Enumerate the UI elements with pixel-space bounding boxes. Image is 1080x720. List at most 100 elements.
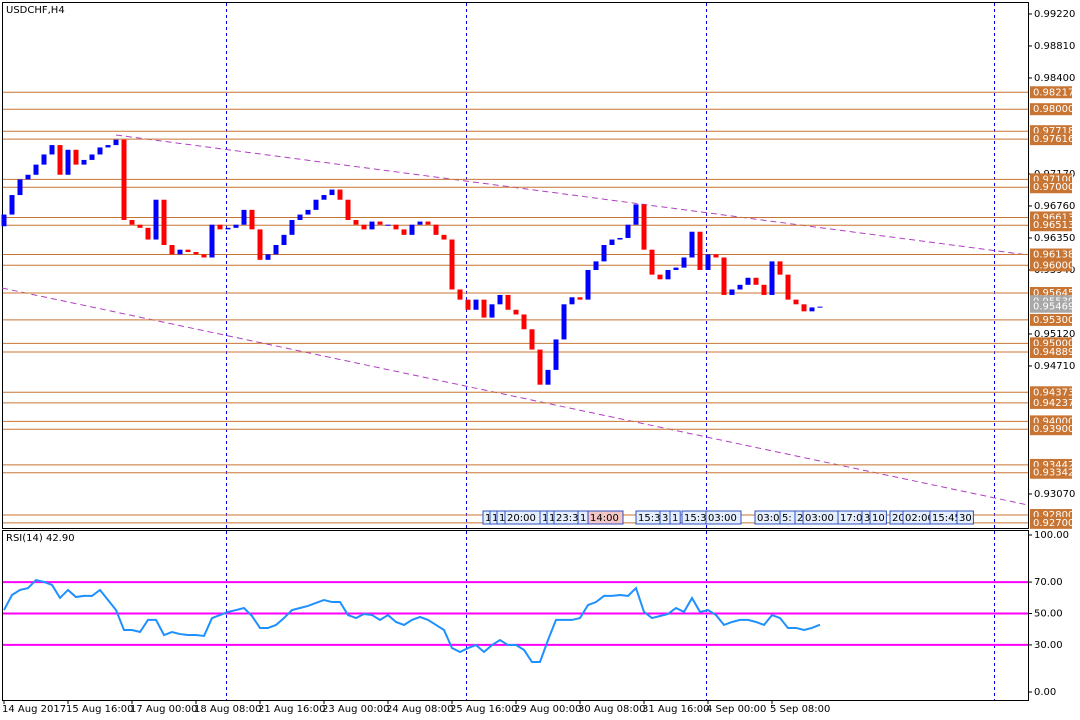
candle-body [713, 254, 719, 258]
event-box [956, 510, 974, 525]
candle-body [769, 261, 775, 295]
candle-body [177, 249, 183, 255]
candle-body [785, 274, 791, 300]
level-box [1030, 181, 1072, 194]
x-tick-label: 15 Aug 16:00 [66, 704, 133, 715]
event-box [869, 510, 887, 525]
trend-line [115, 134, 1029, 256]
event-label: 20 [892, 513, 905, 524]
candle-body [761, 284, 767, 295]
candle-body [353, 220, 359, 225]
y-tick-label: 0.94710 [1034, 361, 1075, 372]
level-label: 0.94237 [1033, 398, 1074, 409]
level-label: 0.92700 [1033, 518, 1074, 529]
rsi-tick-label: 50.00 [1034, 609, 1063, 620]
level-label: 0.93442 [1033, 460, 1074, 471]
y-tick-label: 0.95120 [1034, 329, 1075, 340]
candle-body [273, 244, 279, 255]
candle-body [537, 349, 543, 385]
candle-body [121, 139, 127, 221]
candle-body [265, 254, 271, 260]
event-label: 30 [959, 513, 972, 524]
candle-body [753, 277, 759, 285]
x-tick-label: 5 Sep 08:00 [770, 704, 830, 715]
event-label: 15:45 [932, 513, 961, 524]
event-label: 1 [542, 513, 548, 524]
x-tick-label: 21 Aug 16:00 [258, 704, 325, 715]
candle-body [561, 304, 567, 340]
trend-lines [1, 134, 1029, 506]
x-tick-label: 24 Aug 08:00 [386, 704, 453, 715]
candle-body [209, 224, 215, 258]
level-label: 0.95000 [1033, 338, 1074, 349]
candle-body [41, 154, 47, 165]
candle-body [289, 220, 295, 235]
y-tick-label: 0.98810 [1034, 41, 1075, 52]
level-box [1030, 423, 1072, 436]
candle-body [569, 297, 575, 305]
candle-body [625, 224, 631, 238]
candle-body [25, 174, 31, 180]
x-tick-label: 14 Aug 2017 [2, 704, 66, 715]
price-box [1030, 300, 1072, 313]
candle-body [105, 145, 111, 148]
candle-body [665, 269, 671, 280]
candle-body [129, 220, 135, 225]
candle-body [9, 195, 15, 215]
candle-body [345, 199, 351, 221]
event-label: 17:00 [840, 513, 869, 524]
event-box [587, 510, 624, 525]
candle-body [801, 304, 807, 312]
level-box [1030, 466, 1072, 479]
level-label: 0.93900 [1033, 424, 1074, 435]
y-tick-label: 0.96350 [1034, 233, 1075, 244]
candle-body [185, 249, 191, 253]
x-tick-label: 23 Aug 00:00 [322, 704, 389, 715]
main-panel [2, 2, 1029, 529]
candle-body [401, 229, 407, 235]
candle-body [641, 204, 647, 250]
candle-body [369, 221, 375, 230]
event-box [669, 510, 681, 525]
candle-body [721, 257, 727, 295]
level-label: 0.97000 [1033, 182, 1074, 193]
candle-body [673, 267, 679, 270]
candle-body [697, 231, 703, 270]
candle-body [409, 224, 415, 235]
candle-body [89, 154, 95, 160]
candle-body [521, 314, 527, 330]
candle-body [361, 224, 367, 230]
level-label: 0.92800 [1033, 510, 1074, 521]
event-label: 03:00 [805, 513, 834, 524]
candle-body [241, 209, 247, 225]
candle-body [337, 189, 343, 200]
y-tick-label: 0.98400 [1034, 73, 1075, 84]
candle-body [481, 299, 487, 318]
level-box [1030, 259, 1072, 272]
level-label: 0.94373 [1033, 387, 1074, 398]
candle-body [385, 224, 391, 226]
candle-body [17, 179, 23, 196]
event-label: 15:30 [684, 513, 713, 524]
candle-body [505, 294, 511, 310]
candle-body [425, 221, 431, 225]
candle-body [601, 244, 607, 262]
candle-body [65, 149, 71, 175]
level-label: 0.96000 [1033, 260, 1074, 271]
rsi-line [3, 578, 821, 664]
level-label: 0.97100 [1033, 174, 1074, 185]
candle-body [73, 149, 79, 165]
level-box [1030, 396, 1072, 409]
event-label: 1 [580, 513, 586, 524]
event-label: 23:30 [556, 513, 585, 524]
candle-body [633, 204, 639, 225]
level-label: 0.98000 [1033, 104, 1074, 115]
x-tick-label: 31 Aug 16:00 [642, 704, 709, 715]
candle-body [153, 199, 159, 240]
candle-body [321, 195, 327, 200]
candle-body [225, 227, 231, 230]
candle-body [81, 159, 87, 165]
candle-body [417, 221, 423, 225]
event-label: 03:00 [708, 513, 737, 524]
candle-body [657, 274, 663, 280]
